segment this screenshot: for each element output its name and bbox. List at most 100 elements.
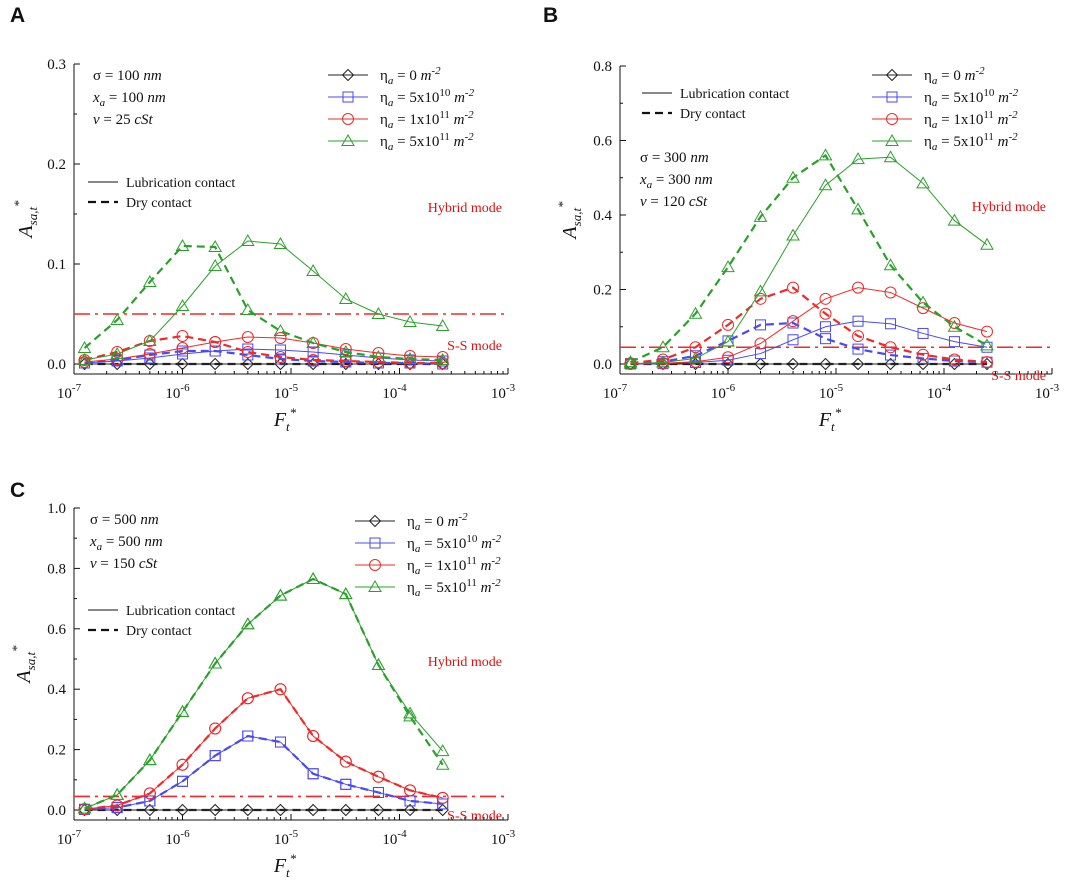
dry-point: [437, 798, 449, 810]
lub-point: [110, 357, 124, 371]
legend-entry: ηa = 0 m-2: [380, 65, 441, 87]
legend-eta: η: [380, 90, 388, 106]
lub-point: [403, 706, 417, 719]
style-legend-label: Dry contact: [126, 196, 192, 211]
lub-point: [819, 292, 832, 305]
dry-point: [980, 338, 994, 351]
param-value: = 300: [652, 172, 694, 188]
legend-entry: ηa = 5x1010 m-2: [924, 87, 1019, 109]
param-unit: nm: [143, 68, 162, 84]
lub-point: [721, 334, 735, 347]
lub-point: [435, 744, 450, 757]
lub-point: [143, 357, 157, 371]
dry-point: [435, 352, 450, 365]
legend-swatch-marker: [342, 91, 354, 103]
y-tick-label: 0.1: [47, 257, 66, 273]
legend-eta: η: [924, 112, 932, 128]
x-tick-base: 10: [57, 386, 72, 402]
legend-sub: a: [388, 97, 394, 109]
param-symbol: v: [93, 112, 100, 128]
dry-point: [404, 784, 417, 797]
series-0: [78, 357, 449, 371]
lub-point: [656, 357, 669, 370]
dry-point: [240, 302, 255, 315]
style-legend-label: Dry contact: [680, 107, 746, 122]
legend-entry: ηa = 5x1011 m-2: [924, 131, 1018, 153]
lub-point: [404, 350, 417, 362]
dry-point: [818, 148, 833, 161]
x-axis-title: Ft*: [273, 405, 297, 434]
param-sub: a: [97, 541, 103, 553]
x-tick-exponent: -5: [834, 382, 844, 394]
x-tick-exponent: -5: [289, 382, 299, 394]
y-tick-label: 0.0: [593, 357, 612, 373]
x-tick-base: 10: [711, 386, 726, 402]
series-1: [624, 315, 993, 370]
x-tick-label: 10-5: [274, 828, 299, 848]
x-tick-label: 10-3: [491, 828, 516, 848]
x-tick-exponent: -6: [180, 828, 190, 840]
param-label: xa = 300 nm: [639, 172, 713, 191]
y-axis-title: Asa,t*: [11, 200, 40, 240]
lub-point: [241, 357, 255, 371]
lub-point: [274, 803, 287, 817]
dry-point: [209, 336, 222, 348]
param-symbol: σ: [640, 150, 648, 166]
dry-point: [722, 318, 734, 331]
legend-entry: ηa = 5x1010 m-2: [407, 533, 502, 555]
legend-exp: 10: [439, 87, 451, 99]
param-label: σ = 100 nm: [93, 68, 162, 84]
lub-point: [436, 351, 449, 363]
lub-point: [208, 803, 222, 817]
dry-point: [851, 202, 865, 215]
dry-point: [142, 753, 157, 766]
x-tick-label: 10-3: [1035, 382, 1060, 402]
x-tick-label: 10-6: [711, 382, 736, 402]
lubrication-contact-line: [630, 156, 988, 365]
param-label: xa = 500 nm: [89, 534, 163, 553]
lub-point: [372, 347, 385, 359]
legend-swatch-marker: [342, 113, 354, 125]
x-tick-exponent: -3: [1050, 382, 1060, 394]
y-tick-label: 0.4: [593, 208, 612, 224]
dry-point: [209, 722, 222, 735]
y-tick-label: 0.3: [47, 57, 66, 73]
x-tick-exponent: -3: [506, 382, 516, 394]
legend-sub: a: [932, 75, 938, 87]
legend-exp: 10: [983, 87, 995, 99]
x-tick-label: 10-7: [57, 382, 82, 402]
param-symbol: x: [639, 172, 647, 188]
panel-label: C: [10, 479, 25, 502]
style-legend-label: Lubrication contact: [680, 87, 789, 102]
dry-point: [340, 778, 352, 790]
dry-point: [307, 730, 320, 743]
param-unit: nm: [694, 172, 713, 188]
legend-swatch-marker: [886, 91, 898, 103]
legend-swatch-marker: [369, 537, 381, 549]
lub-point: [721, 357, 735, 371]
x-tick-exponent: -6: [180, 382, 190, 394]
dry-point: [852, 343, 864, 355]
dry-point: [240, 617, 255, 630]
legend-exp: 10: [466, 533, 478, 545]
x-tick-label: 10-3: [491, 382, 516, 402]
x-title-base: F: [273, 409, 287, 431]
legend-unit-exp: -2: [465, 87, 475, 99]
lub-point: [175, 298, 190, 311]
lub-point: [338, 291, 353, 304]
x-tick-base: 10: [603, 386, 618, 402]
param-symbol: v: [90, 556, 97, 572]
legend-sub: a: [415, 543, 421, 555]
param-label: v = 120 cSt: [640, 194, 708, 210]
lub-point: [722, 351, 734, 364]
legend-unit-exp: -2: [492, 533, 502, 545]
lub-point: [110, 346, 125, 359]
legend-unit: m: [421, 68, 432, 84]
legend-unit-exp: -2: [465, 131, 475, 143]
x-tick-exponent: -4: [397, 828, 407, 840]
x-axis-title: Ft*: [273, 851, 297, 880]
series-3: [77, 233, 450, 365]
x-tick-exponent: -4: [942, 382, 952, 394]
lub-point: [947, 213, 962, 226]
legend-text: = 1x10: [937, 112, 983, 128]
